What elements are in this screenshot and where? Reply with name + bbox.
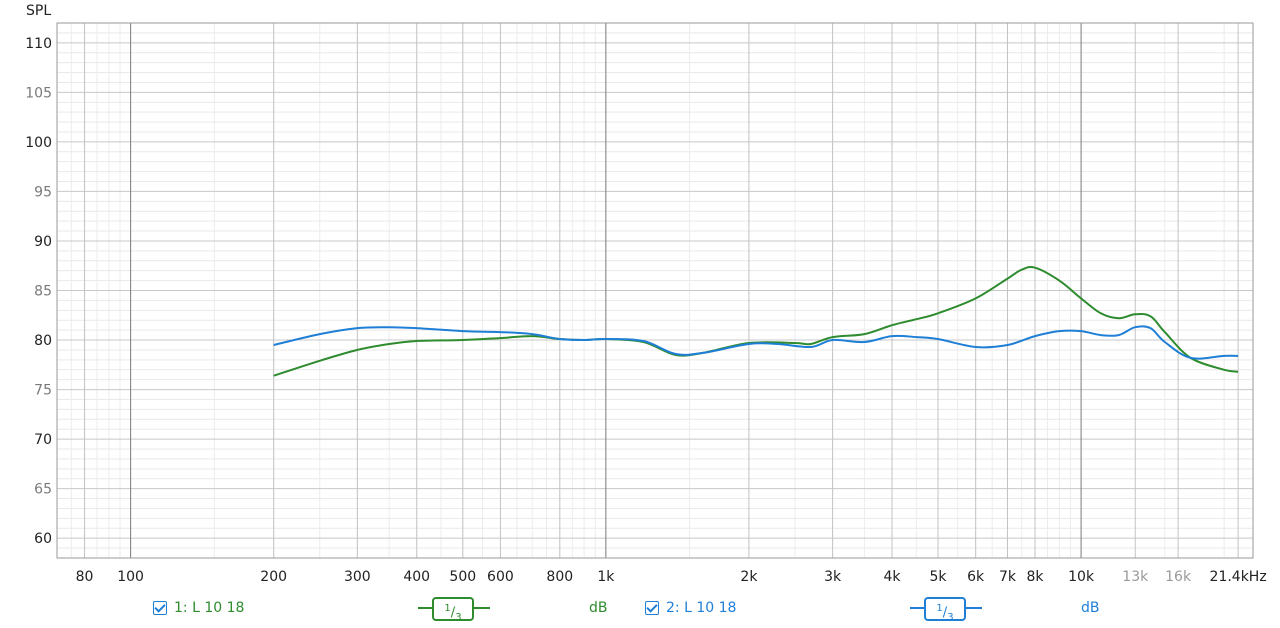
series1-smoothing-control[interactable]: 1/3 <box>418 597 490 623</box>
y-tick-label: 85 <box>34 284 52 300</box>
frequency-response-chart: 110 105 100 95 90 85 80 75 70 65 60 80 100 200 300 400 5… <box>25 3 1267 585</box>
y-tick-label: 75 <box>34 383 52 399</box>
x-tick-label: 200 <box>260 569 287 585</box>
series2-legend-item[interactable]: 2: L 10 18 <box>645 596 736 620</box>
x-tick-label: 500 <box>449 569 476 585</box>
x-tick-label: 600 <box>487 569 514 585</box>
x-tick-label: 80 <box>76 569 94 585</box>
y-axis-label: SPL <box>26 3 51 19</box>
y-tick-label: 110 <box>25 36 52 52</box>
x-tick-label: 13k <box>1122 569 1149 585</box>
x-tick-label: 6k <box>967 569 985 585</box>
series1-unit: dB <box>589 600 608 616</box>
y-tick-label: 95 <box>34 184 52 200</box>
series1-label: 1: L 10 18 <box>174 600 245 616</box>
x-tick-label: 7k <box>999 569 1017 585</box>
x-tick-label: 5k <box>930 569 948 585</box>
series1-checkbox[interactable] <box>153 601 167 615</box>
x-tick-label: 8k <box>1027 569 1045 585</box>
y-tick-label: 65 <box>34 482 52 498</box>
x-tick-label: 400 <box>403 569 430 585</box>
y-tick-label: 80 <box>34 333 52 349</box>
x-tick-label: 1k <box>597 569 615 585</box>
x-tick-label: 2k <box>740 569 758 585</box>
x-tick-label: 10k <box>1068 569 1095 585</box>
x-tick-label: 3k <box>824 569 842 585</box>
y-tick-label: 105 <box>25 85 52 101</box>
series2-unit: dB <box>1081 600 1100 616</box>
series2-smoothing-control[interactable]: 1/3 <box>910 597 982 623</box>
series1-legend-item[interactable]: 1: L 10 18 <box>153 596 244 620</box>
y-tick-label: 60 <box>34 531 52 547</box>
series-2-line <box>273 325 1239 360</box>
y-tick-label: 90 <box>34 234 52 250</box>
plot-frame <box>56 22 1254 559</box>
x-tick-label: 4k <box>883 569 901 585</box>
series-1-line <box>273 266 1239 377</box>
x-tick-label: 100 <box>117 569 144 585</box>
series2-checkbox[interactable] <box>645 601 659 615</box>
x-tick-label: 16k <box>1165 569 1192 585</box>
y-tick-label: 100 <box>25 135 52 151</box>
x-tick-label: 800 <box>546 569 573 585</box>
x-tick-label: 300 <box>344 569 371 585</box>
y-tick-label: 70 <box>34 432 52 448</box>
x-tick-label: 21.4kHz <box>1210 569 1267 585</box>
series2-label: 2: L 10 18 <box>666 600 737 616</box>
